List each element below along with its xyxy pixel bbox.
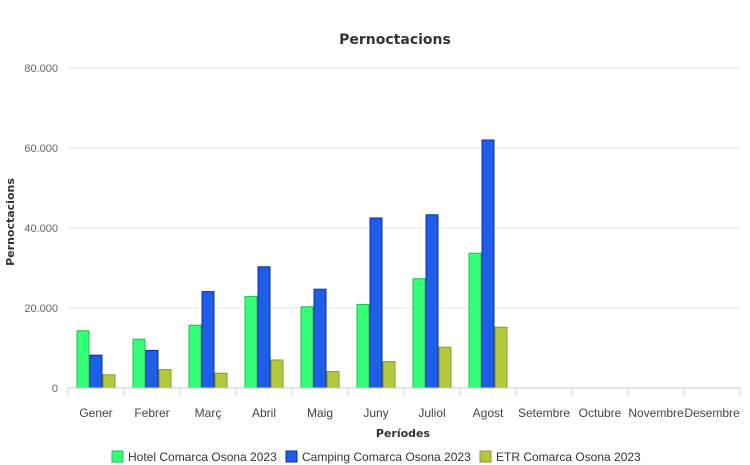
bar[interactable] xyxy=(132,338,146,389)
bar[interactable] xyxy=(356,303,370,389)
legend-item[interactable]: Camping Comarca Osona 2023 xyxy=(285,450,471,464)
x-tick-label: Novembre xyxy=(628,406,684,420)
x-tick-label: Juny xyxy=(363,406,388,420)
bar[interactable] xyxy=(382,361,396,389)
x-tick-label: Setembre xyxy=(518,406,570,420)
legend-item[interactable]: Hotel Comarca Osona 2023 xyxy=(111,450,277,464)
legend-label: Camping Comarca Osona 2023 xyxy=(302,450,471,464)
y-axis-title: Pernoctacions xyxy=(4,178,17,266)
bar[interactable] xyxy=(244,295,258,389)
bar[interactable] xyxy=(300,306,314,389)
bar[interactable] xyxy=(313,288,327,389)
x-axis-title: Períodes xyxy=(376,427,431,440)
legend-item[interactable]: ETR Comarca Osona 2023 xyxy=(479,450,641,464)
x-tick-label: Maig xyxy=(307,406,333,420)
x-tick-label: Octubre xyxy=(579,406,622,420)
bar[interactable] xyxy=(89,354,103,389)
x-tick-label: Abril xyxy=(252,406,276,420)
bar[interactable] xyxy=(158,369,172,389)
x-tick-label: Juliol xyxy=(418,406,445,420)
bar[interactable] xyxy=(326,371,340,389)
bar[interactable] xyxy=(494,326,508,389)
bar[interactable] xyxy=(481,139,495,389)
bar[interactable] xyxy=(214,372,228,389)
y-tick-label: 60.000 xyxy=(24,143,58,155)
x-tick-label: Agost xyxy=(473,406,504,420)
x-axis: Gener Febrer Març Abril Maig Juny Juliol Agost S… xyxy=(67,387,741,420)
y-axis: 0 20.000 40.000 60.000 80.000 xyxy=(24,63,58,395)
bars-layer xyxy=(76,139,508,389)
bar[interactable] xyxy=(76,330,90,389)
grid-layer xyxy=(68,67,740,309)
legend-label: ETR Comarca Osona 2023 xyxy=(496,450,641,464)
legend-swatch xyxy=(479,450,492,463)
bar[interactable] xyxy=(102,374,116,389)
bar[interactable] xyxy=(412,278,426,389)
bar[interactable] xyxy=(438,346,452,389)
y-tick-label: 0 xyxy=(52,383,58,395)
bar[interactable] xyxy=(468,252,482,389)
bar[interactable] xyxy=(425,214,439,389)
bar[interactable] xyxy=(201,291,215,389)
x-tick-label: Febrer xyxy=(134,406,169,420)
x-tick-label: Març xyxy=(195,406,222,420)
x-tick-label: Gener xyxy=(79,406,112,420)
legend-swatch xyxy=(285,450,298,463)
bar[interactable] xyxy=(188,324,202,389)
bar[interactable] xyxy=(369,217,383,389)
legend-swatch xyxy=(111,450,124,463)
legend: Hotel Comarca Osona 2023 Camping Comarca … xyxy=(111,450,641,464)
bar[interactable] xyxy=(257,266,271,389)
bar[interactable] xyxy=(270,359,284,389)
bar[interactable] xyxy=(145,349,159,389)
y-tick-label: 40.000 xyxy=(24,223,58,235)
chart-title: Pernoctacions xyxy=(339,32,451,48)
legend-label: Hotel Comarca Osona 2023 xyxy=(128,450,277,464)
y-tick-label: 20.000 xyxy=(24,303,58,315)
x-tick-label: Desembre xyxy=(684,406,740,420)
y-tick-label: 80.000 xyxy=(24,63,58,75)
